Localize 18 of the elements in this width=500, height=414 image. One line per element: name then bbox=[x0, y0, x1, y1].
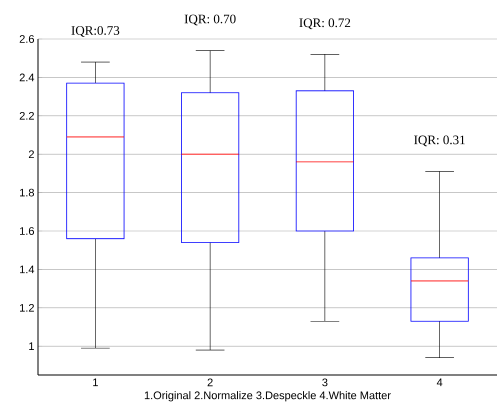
x-tick-label: 4 bbox=[436, 378, 442, 386]
y-tick-label: 2.2 bbox=[20, 112, 34, 120]
annotation: IQR: 0.31 bbox=[414, 136, 465, 146]
text: IQR: 0.70 bbox=[184, 14, 236, 26]
y-tick-label: 1 bbox=[29, 342, 34, 350]
x-tick-label: 2 bbox=[208, 378, 213, 386]
y-tick-label: 1.8 bbox=[20, 188, 34, 196]
y-tick-label: 1.6 bbox=[20, 227, 34, 235]
x-tick-label: 3 bbox=[322, 378, 328, 386]
text: IQR:0.73 bbox=[71, 26, 120, 37]
y-tick-label: 1.2 bbox=[20, 304, 34, 312]
x-tick-label: 1 bbox=[93, 378, 98, 386]
text: IQR: 0.72 bbox=[299, 18, 350, 30]
y-tick-label: 1.4 bbox=[20, 266, 34, 274]
x-axis-title: 1.Original 2.Normalize 3.Despeckle 4.White Matter bbox=[144, 391, 391, 402]
y-tick-label: 2 bbox=[28, 150, 34, 158]
y-tick-label: 2.6 bbox=[20, 35, 34, 43]
y-tick-label: 2.4 bbox=[20, 74, 34, 82]
